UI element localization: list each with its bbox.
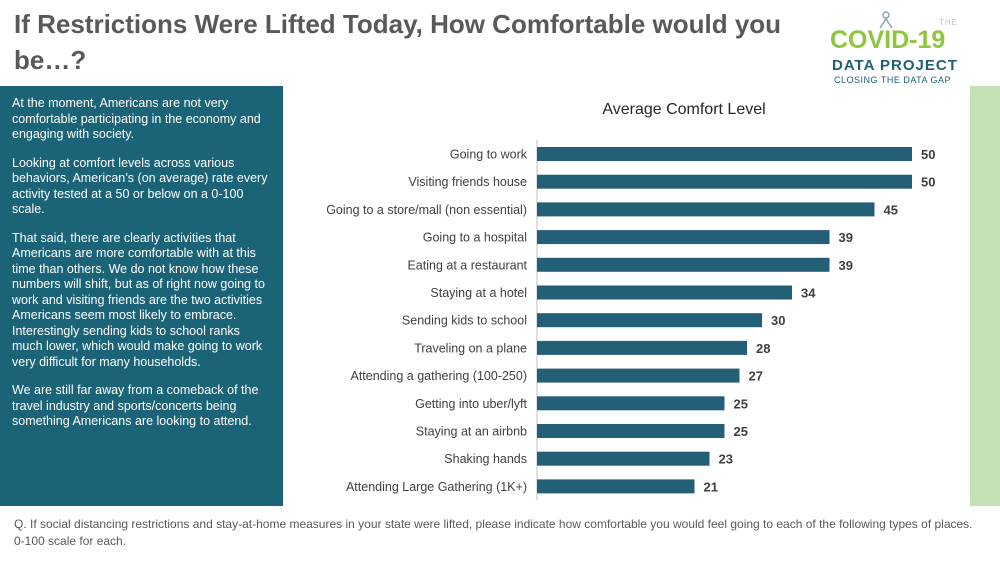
logo-tagline: CLOSING THE DATA GAP [834, 75, 952, 85]
page-title: If Restrictions Were Lifted Today, How C… [14, 9, 782, 75]
category-label: Eating at a restaurant [407, 258, 527, 272]
bar [537, 396, 725, 411]
bar [537, 202, 875, 217]
category-label: Going to work [450, 148, 528, 162]
bar [537, 257, 830, 272]
data-label: 45 [884, 202, 898, 217]
category-label: Going to a hospital [423, 231, 527, 245]
data-label: 25 [734, 424, 748, 439]
data-label: 50 [921, 175, 935, 190]
category-label: Staying at a hotel [430, 286, 527, 300]
data-label: 23 [719, 452, 733, 467]
category-label: Attending Large Gathering (1K+) [346, 480, 527, 494]
bar [537, 424, 725, 438]
category-label: Getting into uber/lyft [415, 397, 527, 411]
data-label: 50 [921, 147, 935, 162]
bar [537, 479, 695, 494]
category-label: Staying at an airbnb [416, 425, 527, 439]
covid-data-project-logo: THE COVID-19 DATA PROJECT CLOSING THE DA… [824, 10, 964, 90]
bar [537, 147, 912, 161]
bar [537, 340, 747, 355]
data-label: 39 [839, 230, 853, 245]
summary-paragraph: That said, there are clearly activities … [12, 230, 265, 369]
category-label: Sending kids to school [402, 314, 527, 328]
logo-name: COVID-19 [830, 26, 946, 54]
data-label: 30 [771, 313, 785, 328]
bar [537, 313, 762, 328]
category-label: Attending a gathering (100-250) [350, 369, 527, 383]
category-label: Shaking hands [444, 452, 527, 466]
chart-title: Average Comfort Level [602, 101, 765, 118]
data-label: 21 [704, 479, 718, 494]
bar [537, 451, 710, 466]
bar [537, 174, 912, 189]
accent-strip [970, 86, 1000, 506]
bar [537, 285, 792, 300]
data-label: 27 [749, 369, 763, 384]
data-label: 39 [839, 258, 853, 273]
logo-line2: DATA PROJECT [832, 57, 958, 74]
person-icon [879, 11, 893, 29]
bar [537, 368, 740, 383]
data-label: 34 [801, 286, 816, 301]
logo-the: THE [939, 18, 958, 27]
summary-paragraph: We are still far away from a comeback of… [12, 383, 259, 428]
survey-question-footnote: Q. If social distancing restrictions and… [14, 517, 973, 548]
summary-paragraph: Looking at comfort levels across various… [12, 155, 268, 217]
data-label: 25 [734, 396, 748, 411]
data-label: 28 [756, 341, 770, 356]
summary-paragraph: At the moment, Americans are not very co… [12, 96, 261, 141]
category-label: Going to a store/mall (non essential) [326, 203, 527, 217]
category-label: Visiting friends house [408, 175, 527, 189]
comfort-bar-chart: Average Comfort Level Going to work 50 Visi… [326, 101, 935, 501]
category-label: Traveling on a plane [414, 341, 527, 355]
bar [537, 230, 830, 245]
summary-panel: At the moment, Americans are not very co… [0, 86, 283, 506]
